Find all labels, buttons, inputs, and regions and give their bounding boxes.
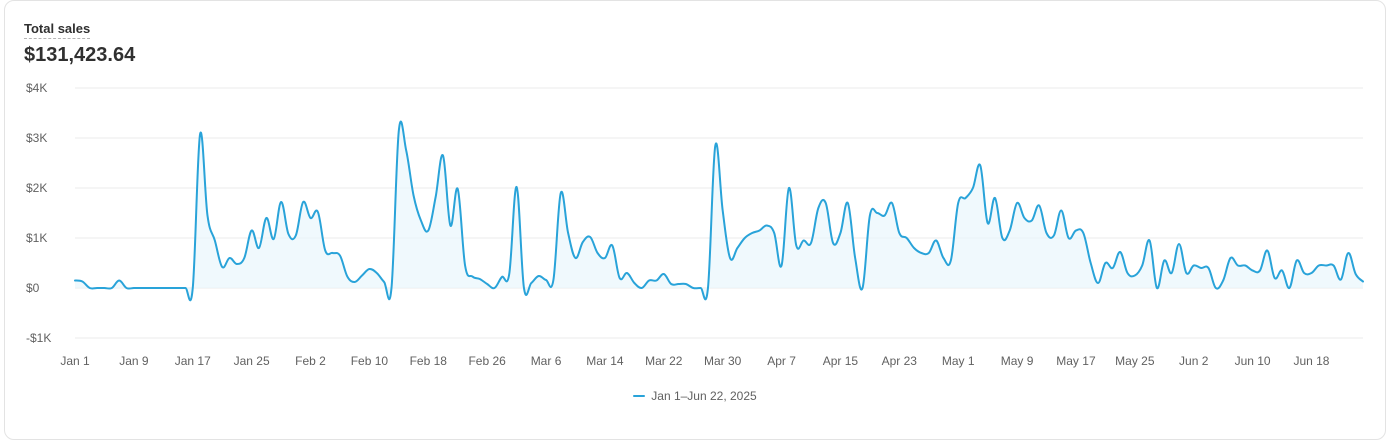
y-tick-label: $1K	[26, 231, 47, 245]
y-tick-label: $3K	[26, 131, 47, 145]
legend-line-swatch	[633, 394, 646, 397]
legend-label: Jan 1–Jun 22, 2025	[651, 389, 757, 403]
chart-legend[interactable]: Jan 1–Jun 22, 2025	[0, 388, 1390, 404]
x-tick-label: Feb 10	[351, 354, 389, 368]
x-tick-label: Feb 18	[410, 354, 448, 368]
x-tick-label: Jun 2	[1179, 354, 1209, 368]
x-tick-label: Mar 6	[531, 354, 562, 368]
x-tick-label: May 17	[1056, 354, 1096, 368]
y-tick-label: $2K	[26, 181, 47, 195]
total-sales-label[interactable]: Total sales	[24, 21, 91, 39]
y-tick-label: $4K	[26, 81, 47, 95]
x-tick-label: May 1	[942, 354, 975, 368]
y-tick-label: $0	[26, 281, 40, 295]
x-tick-label: Feb 26	[468, 354, 506, 368]
x-tick-label: May 9	[1001, 354, 1034, 368]
total-sales-value: $131,423.64	[24, 44, 136, 66]
sales-card	[4, 0, 1386, 440]
y-axis: $4K $3K $2K $1K $0 -$1K	[26, 81, 51, 345]
x-tick-label: Jan 1	[60, 354, 90, 368]
x-tick-label: Apr 23	[882, 354, 918, 368]
x-tick-label: Jan 17	[175, 354, 211, 368]
x-tick-label: Jan 9	[119, 354, 149, 368]
x-tick-label: Jun 10	[1235, 354, 1271, 368]
x-tick-label: Jun 18	[1293, 354, 1329, 368]
x-tick-label: Feb 2	[295, 354, 326, 368]
x-tick-label: May 25	[1115, 354, 1155, 368]
x-axis: Jan 1 Jan 9 Jan 17 Jan 25 Feb 2 Feb 10 Feb 18 F…	[60, 354, 1329, 368]
x-tick-label: Mar 30	[704, 354, 742, 368]
x-tick-label: Jan 25	[234, 354, 270, 368]
x-tick-label: Apr 7	[767, 354, 796, 368]
x-tick-label: Mar 14	[586, 354, 624, 368]
series-line[interactable]	[74, 120, 1364, 302]
x-tick-label: Mar 22	[645, 354, 683, 368]
y-tick-label: -$1K	[26, 331, 51, 345]
sales-line-chart: $4K $3K $2K $1K $0 -$1K Jan 1 Jan 9 Jan 17 Jan 2…	[26, 81, 1364, 368]
x-tick-label: Apr 15	[823, 354, 859, 368]
